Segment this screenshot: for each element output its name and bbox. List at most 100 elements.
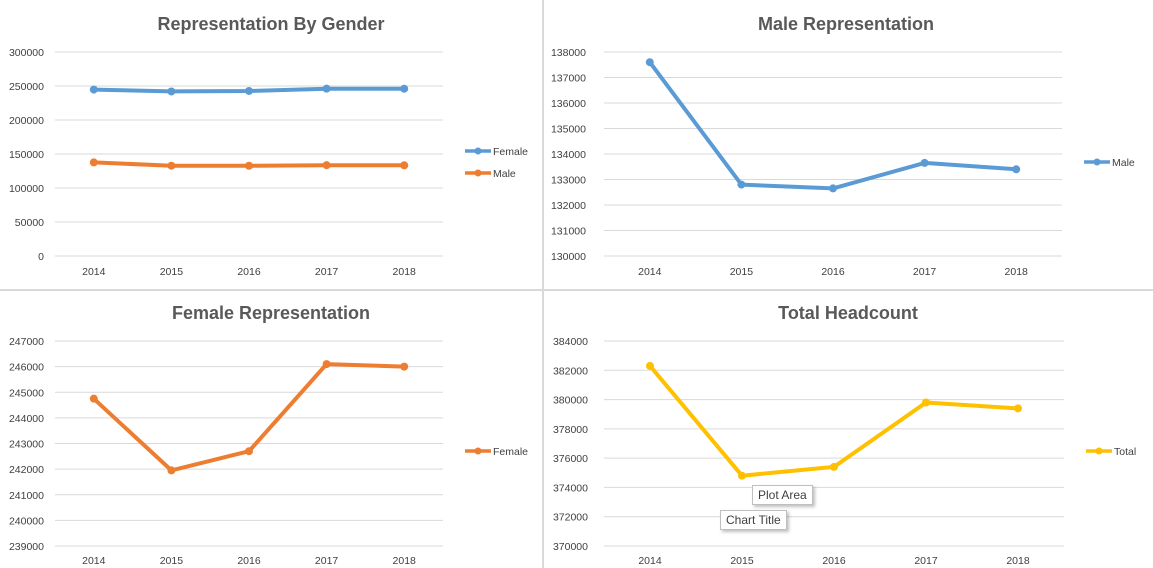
data-point[interactable] — [322, 360, 331, 369]
x-tick-label: 2016 — [821, 266, 845, 278]
chart-divider-horizontal — [0, 289, 1153, 291]
chart-male-representation[interactable]: Male Representation 138000 137000 136000 135… — [544, 0, 1153, 289]
series-line-total[interactable] — [648, 363, 1020, 478]
data-point[interactable] — [400, 84, 409, 93]
x-tick-label: 2015 — [730, 555, 754, 567]
y-tick-label: 241000 — [9, 490, 44, 502]
data-point[interactable] — [646, 361, 654, 370]
y-tick-label: 135000 — [551, 124, 586, 136]
y-tick-label: 130000 — [551, 251, 586, 263]
chart-representation-by-gender[interactable]: Representation By Gender 300000 250000 2000… — [0, 0, 542, 289]
data-point[interactable] — [737, 180, 746, 189]
series-line-male[interactable] — [647, 60, 1019, 191]
y-tick-label: 240000 — [9, 515, 44, 527]
data-point[interactable] — [920, 158, 929, 167]
legend-label[interactable]: Total — [1114, 446, 1136, 458]
y-tick-label: 242000 — [9, 464, 44, 476]
legend-marker — [474, 447, 482, 455]
y-tick-label: 131000 — [551, 226, 586, 238]
chart-female-representation[interactable]: Female Representation 247000 246000 245000 2… — [0, 291, 542, 568]
data-point[interactable] — [167, 87, 176, 96]
y-tick-label: 137000 — [551, 73, 586, 85]
data-point[interactable] — [830, 462, 838, 471]
x-tick-label: 2018 — [393, 555, 417, 567]
y-tick-label: 372000 — [553, 512, 588, 524]
legend-label[interactable]: Female — [493, 446, 528, 458]
x-tick-label: 2015 — [160, 555, 184, 567]
x-tick-label: 2016 — [237, 555, 261, 567]
chart-total-headcount[interactable]: Total Headcount 384000 382000 380000 378000 3… — [544, 291, 1153, 568]
y-tick-label: 133000 — [551, 175, 586, 187]
chart-title[interactable]: Total Headcount — [778, 303, 918, 323]
x-tick-label: 2014 — [82, 555, 106, 567]
y-tick-label: 0 — [38, 251, 44, 263]
x-tick-label: 2018 — [1005, 266, 1029, 278]
legend-marker — [1095, 447, 1103, 455]
y-tick-label: 138000 — [551, 47, 586, 59]
y-tick-label: 239000 — [9, 541, 44, 553]
data-point[interactable] — [167, 161, 176, 170]
data-point[interactable] — [167, 466, 176, 475]
data-point[interactable] — [89, 394, 98, 403]
y-tick-label: 136000 — [551, 98, 586, 110]
y-tick-label: 380000 — [553, 395, 588, 407]
chart-svg: Representation By Gender 300000 250000 2000… — [9, 14, 528, 278]
y-tick-label: 245000 — [9, 387, 44, 399]
data-point[interactable] — [645, 58, 654, 67]
y-tick-label: 243000 — [9, 439, 44, 451]
y-tick-label: 200000 — [9, 115, 44, 127]
y-tick-label: 250000 — [9, 81, 44, 93]
data-point[interactable] — [400, 161, 409, 170]
x-tick-label: 2016 — [822, 555, 846, 567]
data-point[interactable] — [738, 471, 746, 480]
data-point[interactable] — [245, 161, 253, 170]
legend-label[interactable]: Female — [493, 146, 528, 158]
chart-svg: Male Representation 138000 137000 136000 135… — [551, 14, 1135, 278]
y-tick-label: 134000 — [551, 149, 586, 161]
x-tick-label: 2018 — [393, 266, 417, 278]
chart-title[interactable]: Representation By Gender — [157, 14, 384, 34]
y-tick-label: 384000 — [553, 336, 588, 348]
data-point[interactable] — [245, 86, 253, 95]
data-point[interactable] — [1012, 165, 1021, 174]
legend-label[interactable]: Male — [493, 168, 516, 180]
chart-divider-vertical — [542, 0, 544, 568]
legend-label[interactable]: Male — [1112, 157, 1135, 169]
y-tick-label: 244000 — [9, 413, 44, 425]
y-tick-label: 370000 — [553, 541, 588, 553]
x-tick-label: 2017 — [315, 266, 339, 278]
chart-title[interactable]: Male Representation — [758, 14, 934, 34]
x-tick-label: 2014 — [638, 555, 662, 567]
y-tick-label: 374000 — [553, 482, 588, 494]
plot-area-tooltip: Plot Area — [752, 485, 813, 505]
data-point[interactable] — [245, 447, 253, 456]
data-point[interactable] — [922, 398, 930, 407]
y-tick-label: 150000 — [9, 149, 44, 161]
data-point[interactable] — [322, 161, 331, 170]
data-point[interactable] — [89, 85, 98, 94]
y-tick-label: 378000 — [553, 424, 588, 436]
y-tick-label: 132000 — [551, 200, 586, 212]
y-tick-label: 376000 — [553, 453, 588, 465]
x-tick-label: 2015 — [730, 266, 754, 278]
data-point[interactable] — [89, 158, 98, 167]
data-point[interactable] — [1014, 404, 1022, 413]
x-tick-label: 2017 — [315, 555, 339, 567]
chart-title[interactable]: Female Representation — [172, 303, 370, 323]
y-tick-label: 246000 — [9, 362, 44, 374]
data-point[interactable] — [829, 184, 837, 193]
y-tick-label: 100000 — [9, 183, 44, 195]
chart-svg: Total Headcount 384000 382000 380000 378000 3… — [553, 303, 1136, 567]
y-tick-label: 247000 — [9, 336, 44, 348]
x-tick-label: 2014 — [82, 266, 106, 278]
x-tick-label: 2017 — [913, 266, 937, 278]
data-point[interactable] — [322, 84, 331, 93]
legend-marker — [474, 147, 482, 155]
y-tick-label: 300000 — [9, 47, 44, 59]
data-point[interactable] — [400, 362, 409, 371]
y-tick-label: 382000 — [553, 365, 588, 377]
legend-marker — [1093, 158, 1101, 166]
legend-marker — [474, 169, 482, 177]
x-tick-label: 2018 — [1006, 555, 1030, 567]
x-tick-label: 2016 — [237, 266, 261, 278]
